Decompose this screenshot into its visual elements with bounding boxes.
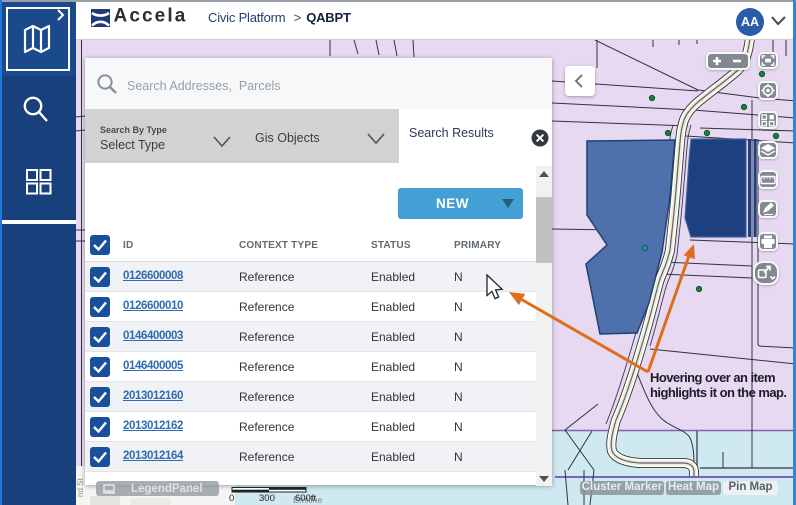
svg-text:nd St: nd St: [76, 478, 85, 497]
svg-text:Accela: Accela: [114, 7, 188, 26]
svg-text:Emiline: Emiline: [293, 495, 323, 505]
